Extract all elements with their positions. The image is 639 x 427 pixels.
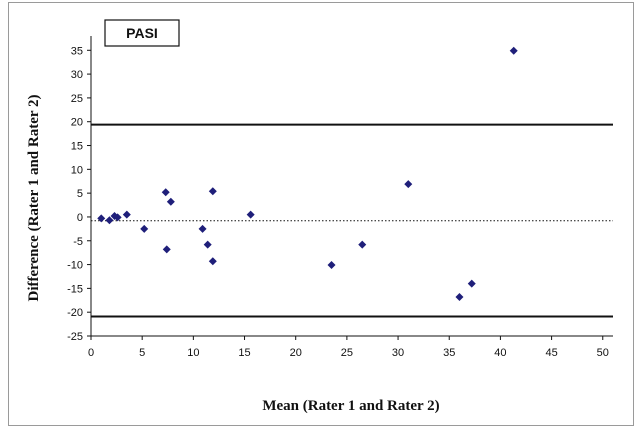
y-axis-title: Difference (Rater 1 and Rater 2) bbox=[26, 94, 42, 301]
y-tick-label: 20 bbox=[71, 117, 83, 129]
data-point bbox=[97, 214, 106, 223]
data-point bbox=[358, 240, 367, 249]
legend-box: PASI bbox=[104, 19, 180, 47]
data-point bbox=[122, 210, 131, 219]
data-point bbox=[208, 187, 217, 196]
y-tick-label: 0 bbox=[77, 212, 83, 224]
data-point bbox=[162, 245, 171, 254]
y-tick-label: 10 bbox=[71, 164, 83, 176]
data-point bbox=[246, 210, 255, 219]
y-tick-label: -5 bbox=[73, 236, 83, 248]
reference-lines bbox=[91, 123, 613, 318]
data-point bbox=[467, 279, 476, 288]
chart-frame bbox=[8, 2, 634, 426]
y-tick-label: 15 bbox=[71, 141, 83, 153]
y-tick-label: 25 bbox=[71, 93, 83, 105]
x-tick-label: 20 bbox=[290, 347, 302, 359]
y-tick-label: 35 bbox=[71, 45, 83, 57]
data-point bbox=[208, 257, 217, 266]
y-tick-label: -10 bbox=[67, 260, 83, 272]
data-point bbox=[140, 224, 149, 233]
data-point bbox=[455, 292, 464, 301]
data-point bbox=[198, 224, 207, 233]
data-point bbox=[113, 213, 122, 222]
x-tick-label: 30 bbox=[392, 347, 404, 359]
x-tick-label: 45 bbox=[545, 347, 557, 359]
x-tick-label: 35 bbox=[443, 347, 455, 359]
data-point bbox=[509, 46, 518, 55]
data-point bbox=[166, 197, 175, 206]
data-point bbox=[161, 188, 170, 197]
data-point bbox=[105, 216, 114, 225]
data-point bbox=[404, 180, 413, 189]
y-tick-label: 30 bbox=[71, 69, 83, 81]
y-tick-label: -20 bbox=[67, 307, 83, 319]
x-tick-label: 25 bbox=[341, 347, 353, 359]
x-tick-label: 10 bbox=[187, 347, 199, 359]
y-tick-label: -25 bbox=[67, 331, 83, 343]
data-points bbox=[97, 46, 518, 301]
chart-title: PASI bbox=[126, 25, 158, 41]
y-axis-ticks: 35 30 25 20 15 10 5 0 -5 -10 -15 -20 -25 bbox=[67, 45, 91, 343]
x-axis-ticks: 0 5 10 15 20 25 30 35 40 45 50 bbox=[88, 336, 609, 359]
y-tick-label: 5 bbox=[77, 188, 83, 200]
x-axis-title: Mean (Rater 1 and Rater 2) bbox=[262, 398, 439, 414]
x-tick-label: 5 bbox=[139, 347, 145, 359]
x-tick-label: 15 bbox=[238, 347, 250, 359]
data-point bbox=[203, 240, 212, 249]
x-tick-label: 40 bbox=[494, 347, 506, 359]
data-point bbox=[327, 261, 336, 270]
y-tick-label: -15 bbox=[67, 283, 83, 295]
x-tick-label: 0 bbox=[88, 347, 94, 359]
x-tick-label: 50 bbox=[597, 347, 609, 359]
